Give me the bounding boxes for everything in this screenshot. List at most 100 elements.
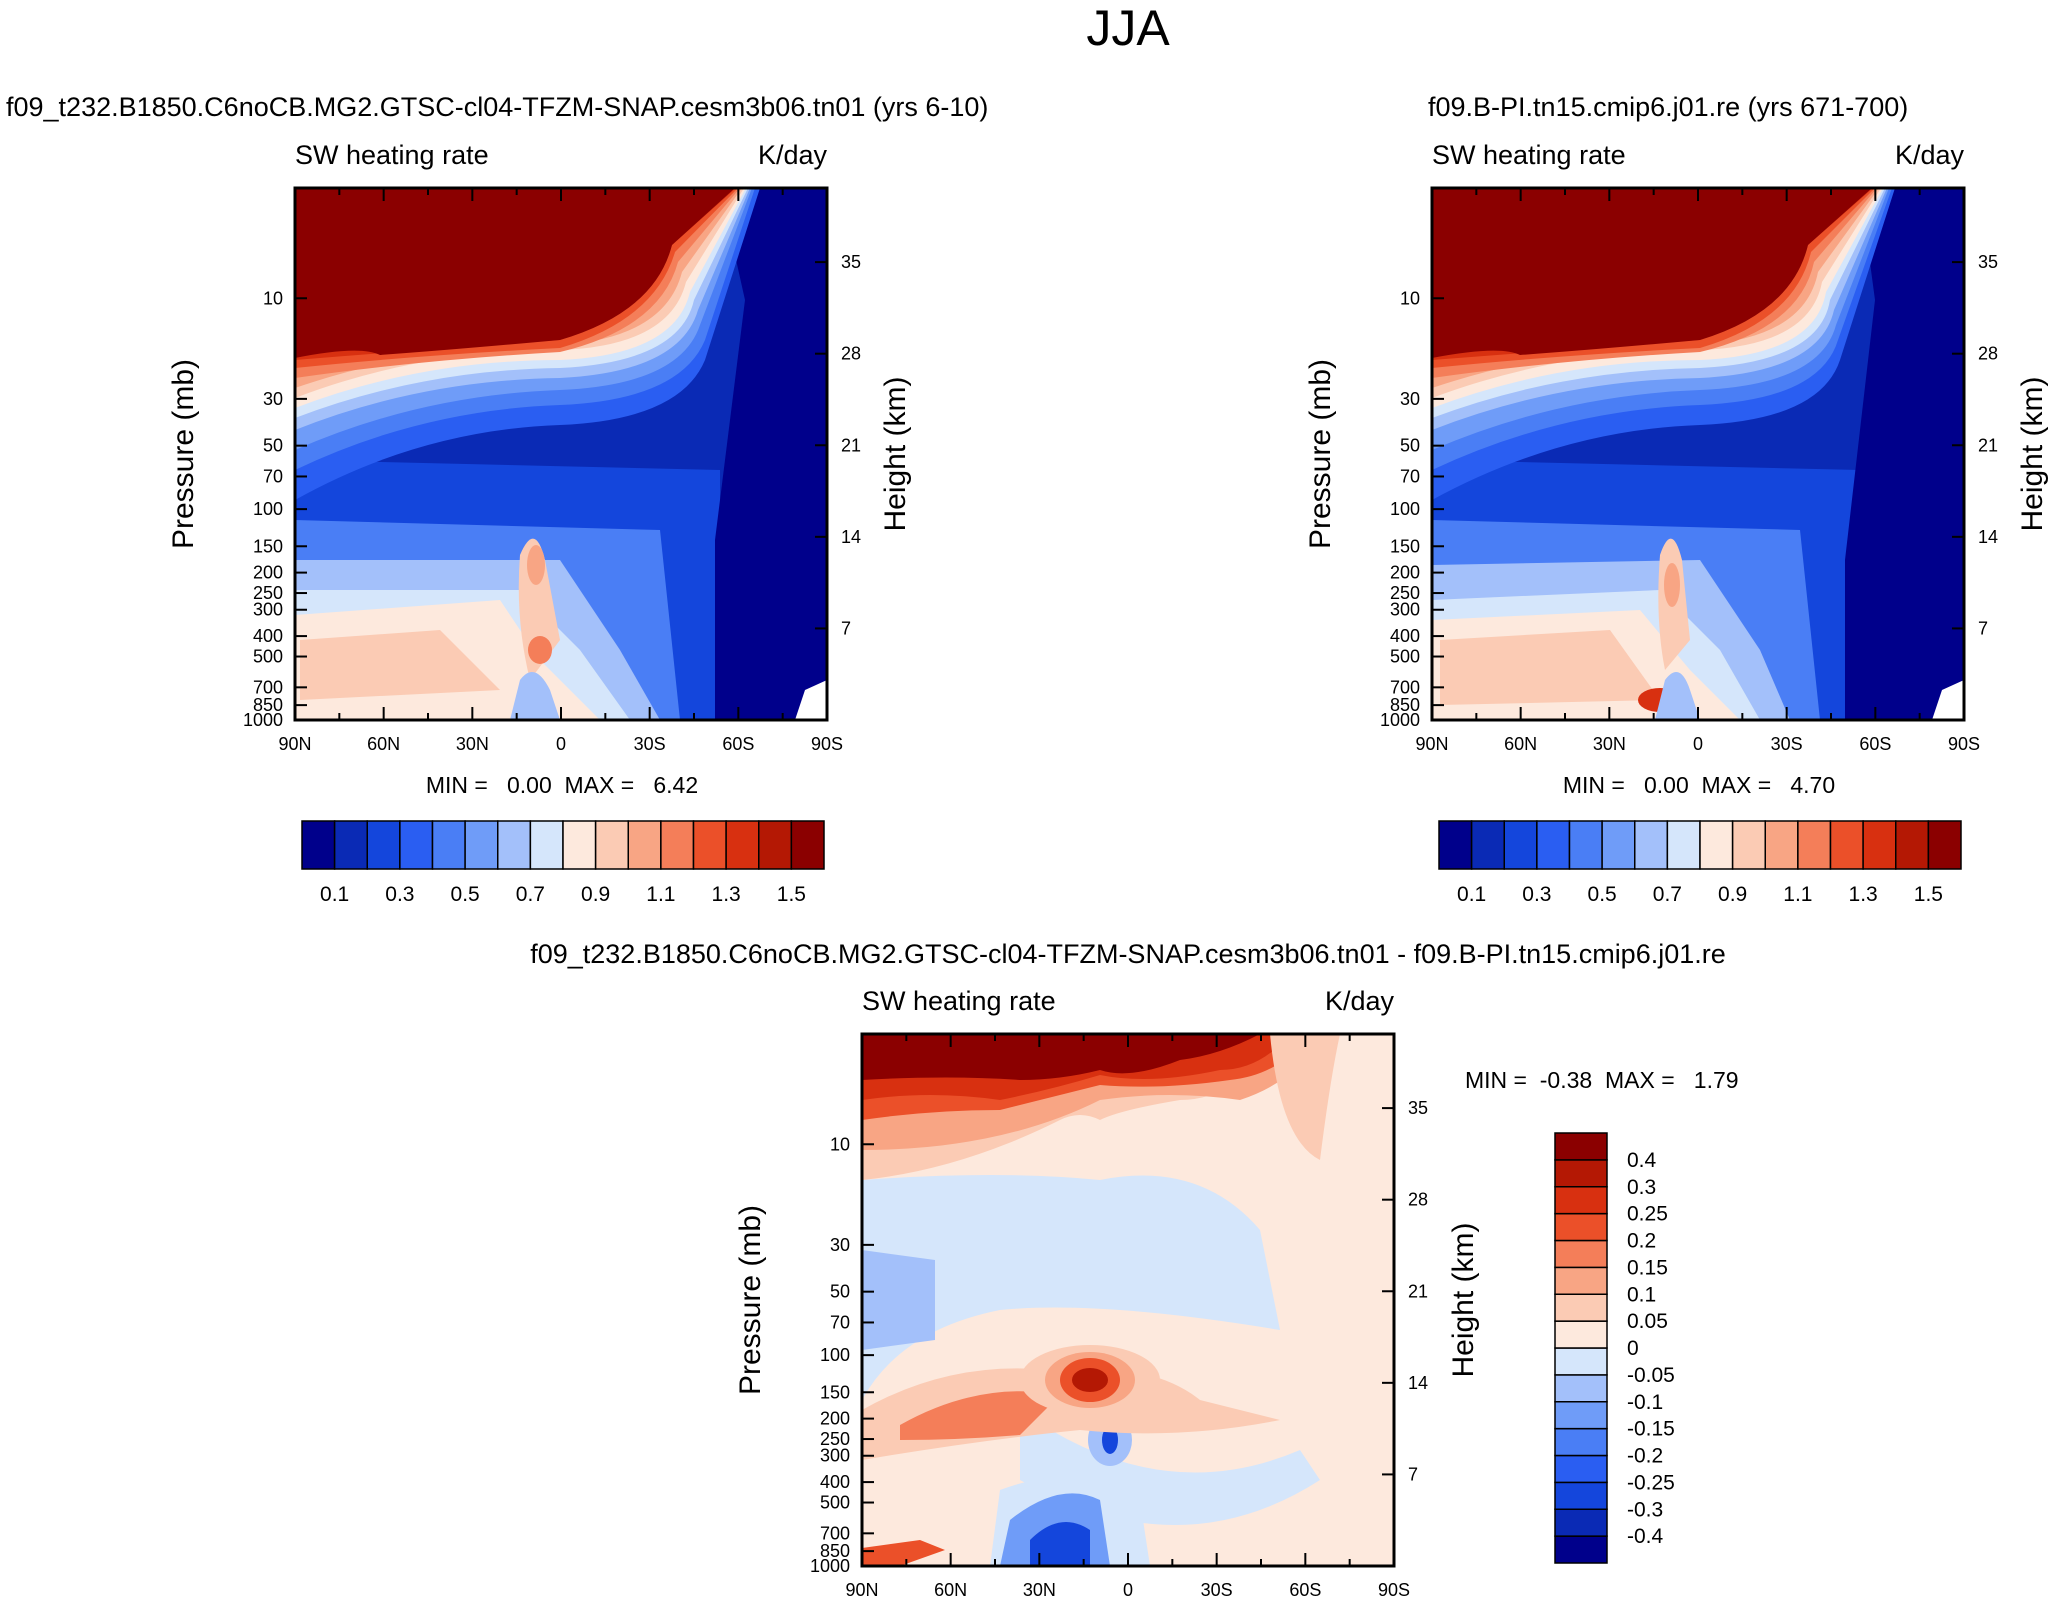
y2-tick-label: 7	[841, 618, 851, 638]
x-tick-label: 90S	[1948, 734, 1980, 754]
x-tick-label: 0	[556, 734, 566, 754]
panel-2-y2-axis-label: Height (km)	[2016, 376, 2049, 531]
panel-3-variable-label: SW heating rate	[862, 986, 1056, 1016]
y-tick-label: 500	[1390, 647, 1420, 667]
colorbar-box	[1554, 1132, 1608, 1161]
colorbar-label: 1.3	[1849, 883, 1878, 906]
y2-tick-label: 28	[1978, 344, 1998, 364]
colorbar-box	[1568, 820, 1603, 870]
y-tick-label: 100	[253, 499, 283, 519]
y-tick-label: 30	[263, 389, 283, 409]
x-tick-label: 0	[1693, 734, 1703, 754]
x-tick-label: 30N	[456, 734, 489, 754]
y-tick-label: 400	[253, 626, 283, 646]
colorbar-label: 0.15	[1627, 1256, 1668, 1279]
colorbar-box	[594, 820, 629, 870]
y2-tick-label: 7	[1408, 1464, 1418, 1484]
y-tick-label: 1000	[1380, 710, 1420, 730]
x-tick-label: 60S	[722, 734, 754, 754]
y-tick-label: 850	[1390, 695, 1420, 715]
colorbar-box	[464, 820, 499, 870]
colorbar-box	[1554, 1401, 1608, 1430]
y-tick-label: 700	[253, 677, 283, 697]
colorbar-box	[627, 820, 662, 870]
colorbar-label: 0.1	[320, 883, 349, 906]
y-tick-label: 70	[1400, 466, 1420, 486]
panel-2-variable-label: SW heating rate	[1432, 140, 1626, 170]
panel-1-axes: 90N 60N 30N 0 30S 60S 90S103050701001502002503…	[243, 188, 861, 754]
x-tick-label: 90N	[278, 734, 311, 754]
panel-3-min-max: MIN = -0.38 MAX = 1.79	[1465, 1067, 1739, 1093]
y-tick-label: 50	[1400, 436, 1420, 456]
colorbar-box	[1554, 1266, 1608, 1295]
y-tick-label: 150	[1390, 536, 1420, 556]
colorbar-box	[1554, 1427, 1608, 1457]
panel-1-title: f09_t232.B1850.C6noCB.MG2.GTSC-cl04-TFZM…	[6, 92, 988, 122]
panel-3-axes: 90N 60N 30N 0 30S 60S 90S103050701001502002503…	[810, 1034, 1428, 1600]
x-tick-label: 30N	[1023, 1580, 1056, 1600]
colorbar-box	[725, 820, 760, 870]
y-tick-label: 200	[253, 563, 283, 583]
y2-tick-label: 21	[841, 435, 861, 455]
y-tick-label: 50	[263, 436, 283, 456]
y-tick-label: 100	[820, 1345, 850, 1365]
y-tick-label: 300	[1390, 600, 1420, 620]
colorbar-box	[497, 820, 532, 870]
colorbar-box	[366, 820, 401, 870]
panel-3-contour-field	[862, 1034, 1394, 1566]
y-tick-label: 70	[263, 466, 283, 486]
figure-title: JJA	[1086, 0, 1170, 56]
panel-1-colorbar: 0.1 0.3 0.5 0.7 0.9 1.1 1.3 1.5	[301, 820, 825, 906]
y-tick-label: 850	[820, 1541, 850, 1561]
colorbar-label: 0.2	[1627, 1230, 1656, 1253]
panel-2-min-max: MIN = 0.00 MAX = 4.70	[1563, 772, 1835, 798]
colorbar-label: 0.9	[1718, 883, 1747, 906]
y-tick-label: 250	[820, 1429, 850, 1449]
panel-1-contour-field	[295, 188, 827, 720]
y-tick-label: 850	[253, 695, 283, 715]
colorbar-box	[1797, 820, 1832, 870]
colorbar-box	[1554, 1481, 1608, 1510]
colorbar-box	[1764, 820, 1799, 870]
panel-3: f09_t232.B1850.C6noCB.MG2.GTSC-cl04-TFZM…	[530, 939, 1738, 1600]
colorbar-label: 0.7	[1653, 883, 1682, 906]
y-tick-label: 200	[820, 1409, 850, 1429]
colorbar-box	[1634, 820, 1669, 870]
y-tick-label: 700	[1390, 677, 1420, 697]
y-tick-label: 1000	[243, 710, 283, 730]
y-tick-label: 50	[830, 1282, 850, 1302]
colorbar-label: -0.05	[1627, 1364, 1675, 1387]
y-tick-label: 300	[253, 600, 283, 620]
colorbar-label: -0.15	[1627, 1418, 1675, 1441]
y2-tick-label: 35	[1408, 1098, 1428, 1118]
x-tick-label: 30N	[1593, 734, 1626, 754]
y-tick-label: 100	[1390, 499, 1420, 519]
colorbar-label: 0.9	[581, 883, 610, 906]
colorbar-box	[1536, 820, 1571, 870]
panel-1-min-max: MIN = 0.00 MAX = 6.42	[426, 772, 698, 798]
y2-tick-label: 21	[1408, 1281, 1428, 1301]
panel-2-y-axis-label: Pressure (mb)	[1304, 359, 1337, 549]
panel-2: f09.B-PI.tn15.cmip6.j01.re (yrs 671-700)…	[1304, 92, 2049, 906]
y-tick-label: 400	[820, 1472, 850, 1492]
colorbar-label: 0.3	[1627, 1176, 1656, 1199]
colorbar-label: 0.05	[1627, 1310, 1668, 1333]
colorbar-label: 0.5	[451, 883, 480, 906]
y-tick-label: 250	[253, 583, 283, 603]
panel-2-colorbar: 0.1 0.3 0.5 0.7 0.9 1.1 1.3 1.5	[1438, 820, 1962, 906]
y-tick-label: 200	[1390, 563, 1420, 583]
colorbar-box	[1554, 1535, 1608, 1564]
y-tick-label: 10	[263, 288, 283, 308]
x-tick-label: 60N	[367, 734, 400, 754]
y-tick-label: 400	[1390, 626, 1420, 646]
colorbar-box	[562, 820, 597, 870]
panel-1-variable-label: SW heating rate	[295, 140, 489, 170]
panel-2-units-label: K/day	[1895, 140, 1965, 170]
y-tick-label: 150	[253, 536, 283, 556]
colorbar-label: 0.3	[385, 883, 414, 906]
x-tick-label: 90S	[811, 734, 843, 754]
y2-tick-label: 14	[1408, 1373, 1428, 1393]
panel-3-colorbar: 0.4 0.3 0.25 0.2 0.15 0.1 0.05 0 -0.05 -0.1 -0.15 -…	[1554, 1132, 1675, 1564]
y-tick-label: 70	[830, 1312, 850, 1332]
